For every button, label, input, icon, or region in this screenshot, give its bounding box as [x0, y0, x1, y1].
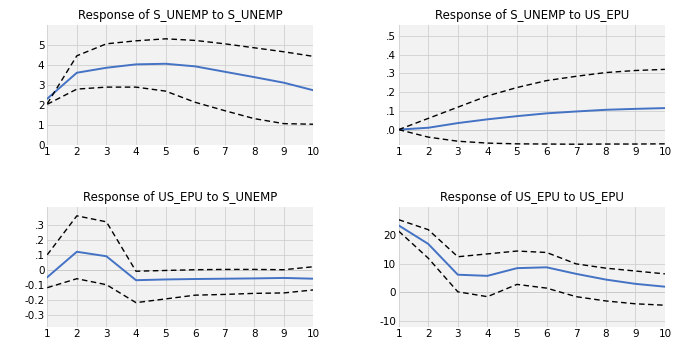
Title: Response of S_UNEMP to S_UNEMP: Response of S_UNEMP to S_UNEMP — [78, 9, 283, 22]
Title: Response of S_UNEMP to US_EPU: Response of S_UNEMP to US_EPU — [435, 9, 629, 22]
Title: Response of US_EPU to US_EPU: Response of US_EPU to US_EPU — [440, 191, 624, 204]
Title: Response of US_EPU to S_UNEMP: Response of US_EPU to S_UNEMP — [83, 191, 277, 204]
